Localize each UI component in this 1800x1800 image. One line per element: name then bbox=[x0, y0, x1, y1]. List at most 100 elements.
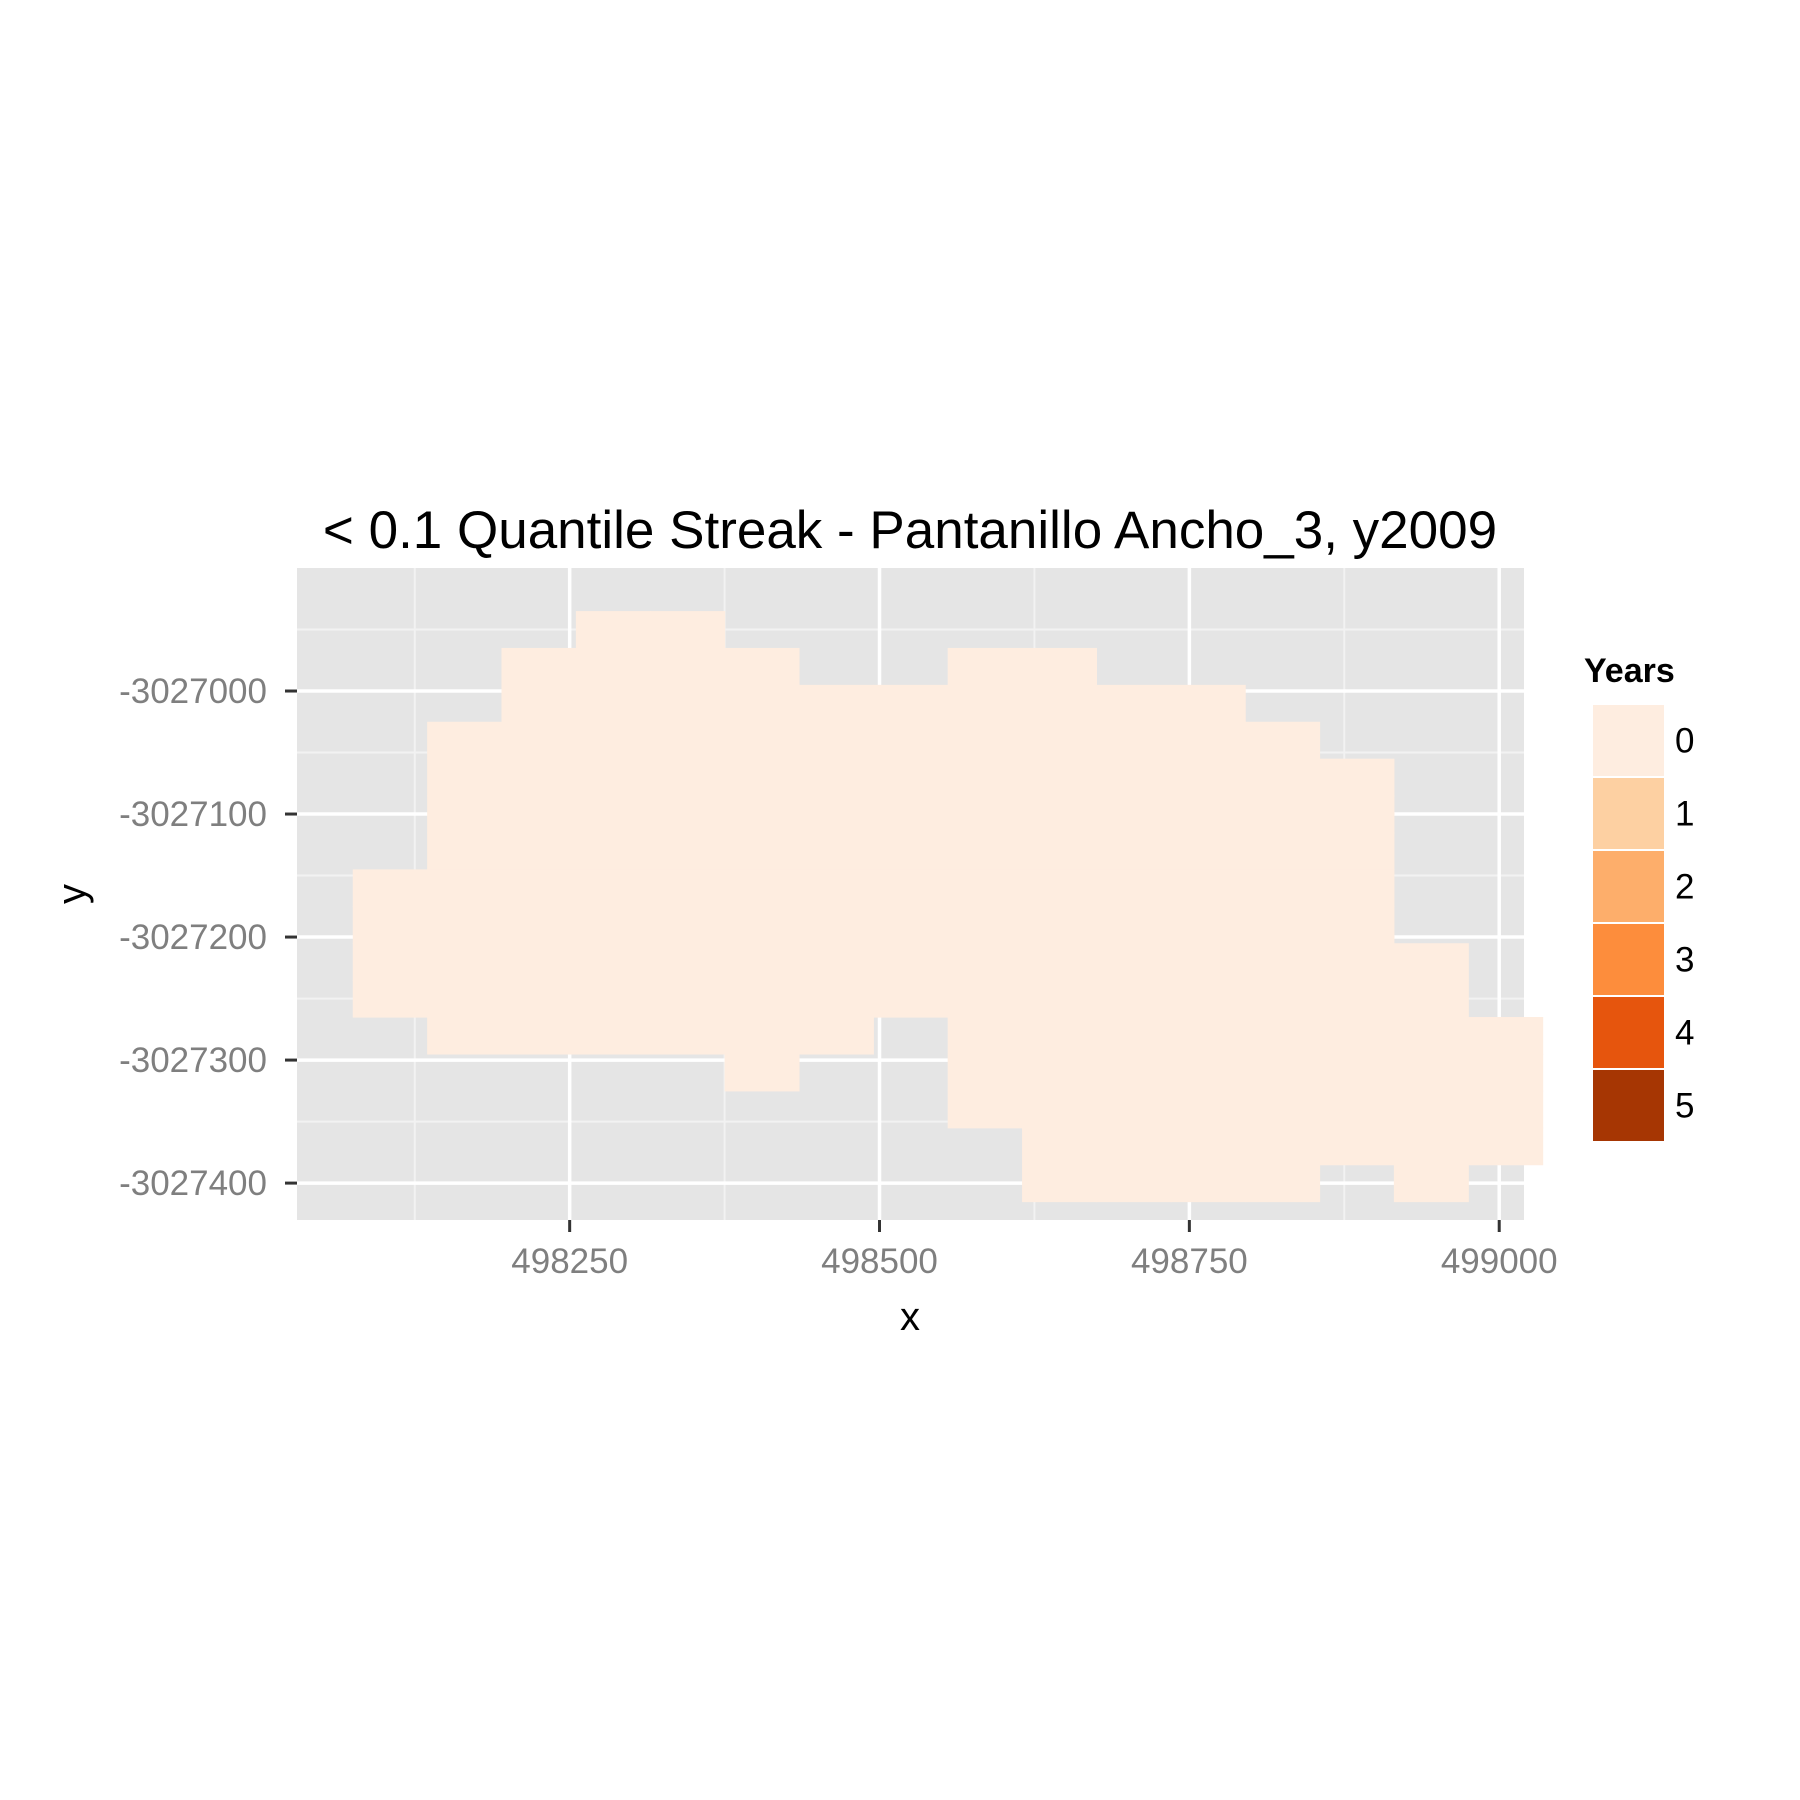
heatmap-cell bbox=[1096, 1127, 1172, 1166]
heatmap-cell bbox=[352, 869, 428, 907]
heatmap-cell bbox=[650, 684, 726, 723]
heatmap-cell bbox=[1022, 721, 1098, 760]
heatmap-cell bbox=[650, 980, 726, 1018]
heatmap-cell bbox=[650, 906, 726, 944]
heatmap-cell bbox=[501, 684, 577, 723]
heatmap-cell bbox=[1319, 980, 1395, 1018]
heatmap-cell bbox=[724, 906, 800, 944]
heatmap-cell bbox=[1022, 832, 1098, 870]
heatmap-cell bbox=[798, 721, 874, 760]
x-tick-label: 498750 bbox=[1131, 1242, 1248, 1281]
heatmap-cell bbox=[1022, 1127, 1098, 1166]
heatmap-cell bbox=[1096, 980, 1172, 1018]
heatmap-cell bbox=[798, 758, 874, 797]
heatmap-cell bbox=[1393, 1164, 1469, 1203]
heatmap-cell bbox=[650, 721, 726, 760]
heatmap-cell bbox=[947, 1017, 1023, 1055]
heatmap-cell bbox=[1170, 684, 1246, 723]
heatmap-cell bbox=[1245, 1053, 1321, 1092]
y-tick-label: -3027000 bbox=[119, 672, 267, 711]
heatmap-cell bbox=[1096, 869, 1172, 907]
heatmap-cell bbox=[352, 906, 428, 944]
x-tick-label: 498500 bbox=[821, 1242, 938, 1281]
heatmap-cell bbox=[724, 758, 800, 797]
heatmap-cell bbox=[1245, 832, 1321, 870]
heatmap-cell bbox=[947, 1090, 1023, 1129]
legend-key-swatch bbox=[1591, 849, 1666, 924]
x-axis: 498250 498500 498750 499000 bbox=[511, 1220, 1558, 1281]
y-axis: -3027000 -3027100 -3027200 -3027300 -3027400 bbox=[119, 672, 297, 1203]
heatmap-cell bbox=[575, 869, 651, 907]
heatmap-cell bbox=[1022, 647, 1098, 686]
legend-key-label: 0 bbox=[1675, 722, 1694, 761]
heatmap-cell bbox=[427, 943, 503, 981]
heatmap-cell bbox=[947, 795, 1023, 834]
legend-key-label: 2 bbox=[1675, 868, 1694, 907]
heatmap-cell bbox=[575, 943, 651, 981]
heatmap-cell bbox=[1319, 869, 1395, 907]
heatmap-cell bbox=[650, 611, 726, 649]
heatmap-cell bbox=[427, 869, 503, 907]
heatmap-cell bbox=[1096, 721, 1172, 760]
heatmap-cell bbox=[1022, 1017, 1098, 1055]
heatmap-cell bbox=[1245, 795, 1321, 834]
heatmap-cell bbox=[575, 721, 651, 760]
heatmap-cell bbox=[1096, 1090, 1172, 1129]
heatmap-cell bbox=[724, 832, 800, 870]
heatmap-cell bbox=[1170, 943, 1246, 981]
heatmap-cell bbox=[798, 943, 874, 981]
heatmap-cell bbox=[947, 1053, 1023, 1092]
heatmap-cell bbox=[501, 1017, 577, 1055]
heatmap-cell bbox=[1319, 832, 1395, 870]
heatmap-cell bbox=[427, 832, 503, 870]
heatmap-cell bbox=[947, 869, 1023, 907]
heatmap-cell bbox=[1170, 1164, 1246, 1203]
heatmap-cell bbox=[1096, 795, 1172, 834]
heatmap-cell bbox=[947, 721, 1023, 760]
heatmap-cell bbox=[1096, 1053, 1172, 1092]
heatmap-cell bbox=[1170, 906, 1246, 944]
heatmap-cell bbox=[724, 647, 800, 686]
heatmap-cell bbox=[1096, 906, 1172, 944]
heatmap-cell bbox=[1022, 795, 1098, 834]
heatmap-cell bbox=[947, 647, 1023, 686]
heatmap-cell bbox=[650, 832, 726, 870]
heatmap-cell bbox=[1319, 1053, 1395, 1092]
heatmap-cell bbox=[1096, 1164, 1172, 1203]
heatmap-cell bbox=[1393, 1017, 1469, 1055]
heatmap-cell bbox=[873, 869, 949, 907]
heatmap-cell bbox=[1245, 1127, 1321, 1166]
heatmap-cell bbox=[873, 758, 949, 797]
heatmap-cell bbox=[1096, 1017, 1172, 1055]
heatmap-cell bbox=[1170, 758, 1246, 797]
heatmap-cell bbox=[1096, 758, 1172, 797]
heatmap-cell bbox=[947, 758, 1023, 797]
heatmap-cell bbox=[1319, 758, 1395, 797]
legend-key-swatch bbox=[1591, 776, 1666, 851]
heatmap-cell bbox=[650, 647, 726, 686]
heatmap-cell bbox=[947, 906, 1023, 944]
heatmap-cell bbox=[427, 721, 503, 760]
heatmap-cell bbox=[575, 611, 651, 649]
x-axis-title: x bbox=[900, 1295, 920, 1339]
legend-key-swatch bbox=[1591, 703, 1666, 778]
heatmap-cell bbox=[1022, 943, 1098, 981]
heatmap-cell bbox=[947, 943, 1023, 981]
heatmap-cell bbox=[724, 1053, 800, 1092]
legend-key-swatch bbox=[1591, 1068, 1666, 1143]
heatmap-cell bbox=[427, 795, 503, 834]
heatmap-cell bbox=[1022, 906, 1098, 944]
heatmap-cell bbox=[1468, 1127, 1544, 1166]
heatmap-cell bbox=[501, 795, 577, 834]
heatmap-cell bbox=[650, 943, 726, 981]
heatmap-cell bbox=[798, 832, 874, 870]
heatmap-cell bbox=[1170, 721, 1246, 760]
heatmap-cell bbox=[873, 795, 949, 834]
heatmap-cell bbox=[1022, 869, 1098, 907]
heatmap-cell bbox=[798, 795, 874, 834]
heatmap-cell bbox=[575, 1017, 651, 1055]
heatmap-cell bbox=[1319, 1127, 1395, 1166]
heatmap-cell bbox=[427, 758, 503, 797]
heatmap-cell bbox=[575, 684, 651, 723]
